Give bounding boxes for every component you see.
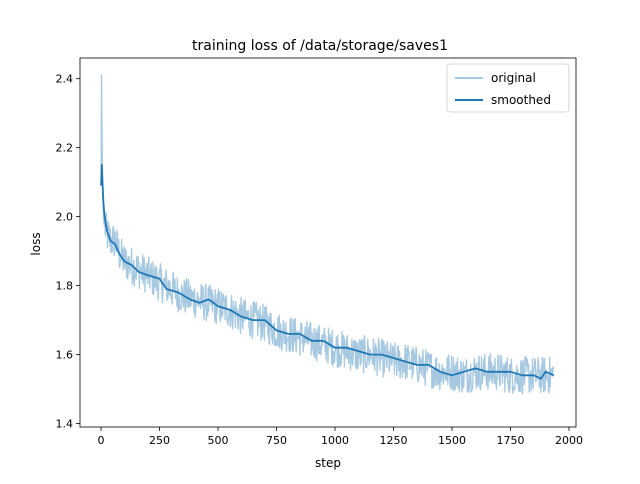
x-tick-label: 0 <box>98 434 105 447</box>
x-tick-label: 250 <box>149 434 170 447</box>
chart-title: training loss of /data/storage/saves1 <box>192 38 448 54</box>
axes-layer: 0 250 500 750 1000 1250 1500 1750 2000 1.4 1.6 1.8 2… <box>56 57 583 447</box>
x-tick-label: 750 <box>266 434 287 447</box>
series-line-original <box>100 74 555 395</box>
legend-label-original: original <box>491 71 536 85</box>
y-tick-label: 2.4 <box>56 73 74 86</box>
y-axis-label: loss <box>29 232 43 255</box>
series-line-smoothed <box>100 164 555 380</box>
y-tick-label: 1.4 <box>56 418 74 431</box>
x-tick-label: 2000 <box>555 434 583 447</box>
x-tick-label: 1250 <box>380 434 408 447</box>
y-tick-label: 2.0 <box>56 211 74 224</box>
x-tick-label: 1000 <box>321 434 349 447</box>
x-tick-label: 1750 <box>496 434 524 447</box>
x-tick-label: 500 <box>208 434 229 447</box>
x-tick-label: 1500 <box>438 434 466 447</box>
axes-frame <box>79 57 577 428</box>
legend-label-smoothed: smoothed <box>491 93 551 107</box>
x-axis-label: step <box>315 456 341 470</box>
series-layer <box>100 74 555 395</box>
y-tick-label: 1.6 <box>56 349 74 362</box>
y-tick-label: 2.2 <box>56 142 74 155</box>
y-tick-label: 1.8 <box>56 280 74 293</box>
legend: original smoothed <box>446 63 570 113</box>
